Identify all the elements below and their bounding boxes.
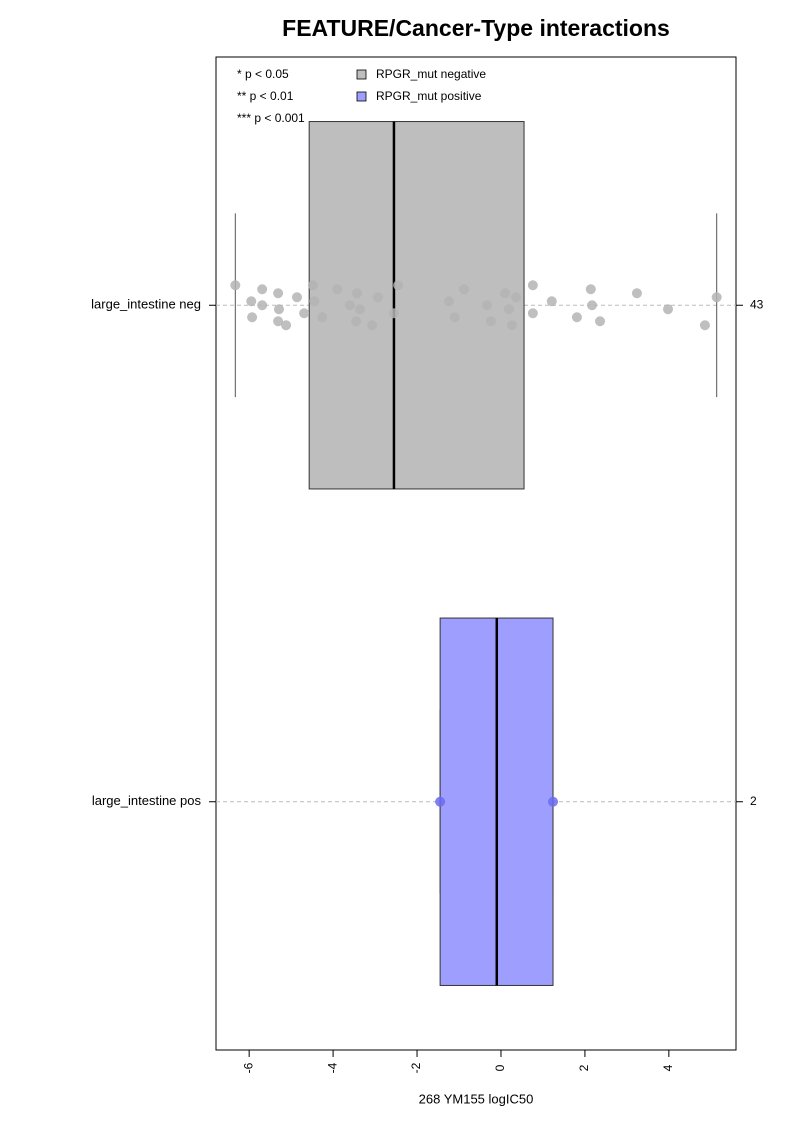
- annotation: ** p < 0.01: [237, 89, 294, 103]
- x-tick-label: 4: [661, 1064, 675, 1071]
- data-point: [257, 284, 268, 295]
- y-tick-label: large_intestine neg: [91, 297, 201, 312]
- data-point: [631, 288, 642, 299]
- data-point: [307, 280, 318, 291]
- data-point: [281, 320, 292, 331]
- count-label: 2: [750, 794, 757, 808]
- data-point: [503, 304, 514, 315]
- data-point: [344, 300, 355, 311]
- data-point: [388, 308, 399, 319]
- count-label: 43: [750, 297, 764, 311]
- data-point: [354, 304, 365, 315]
- x-tick-label: -2: [409, 1062, 423, 1073]
- x-tick-label: -6: [241, 1062, 255, 1073]
- data-point: [435, 796, 446, 807]
- data-point: [587, 300, 598, 311]
- x-tick-label: 0: [493, 1064, 507, 1071]
- data-point: [527, 280, 538, 291]
- data-point: [332, 284, 343, 295]
- x-axis-label: 268 YM155 logIC50: [419, 1091, 534, 1106]
- x-tick-label: -4: [325, 1062, 339, 1073]
- data-point: [257, 300, 268, 311]
- data-point: [273, 304, 284, 315]
- data-point: [351, 316, 362, 327]
- data-point: [273, 316, 284, 327]
- data-point: [571, 312, 582, 323]
- legend-label: RPGR_mut positive: [376, 89, 482, 103]
- x-tick-label: 2: [577, 1064, 591, 1071]
- data-point: [459, 284, 470, 295]
- data-point: [511, 292, 522, 303]
- data-point: [546, 296, 557, 307]
- data-point: [443, 296, 454, 307]
- data-point: [247, 312, 258, 323]
- legend-label: RPGR_mut negative: [376, 67, 486, 81]
- data-point: [273, 288, 284, 299]
- legend-swatch: [356, 69, 367, 80]
- y-tick-label: large_intestine pos: [92, 793, 202, 808]
- data-point: [711, 292, 722, 303]
- data-point: [482, 300, 493, 311]
- data-point: [292, 292, 303, 303]
- annotation: *** p < 0.001: [237, 111, 305, 125]
- annotation: * p < 0.05: [237, 67, 289, 81]
- legend-swatch: [356, 91, 367, 102]
- data-point: [527, 308, 538, 319]
- data-point: [317, 312, 328, 323]
- data-point: [500, 288, 511, 299]
- data-point: [585, 284, 596, 295]
- data-point: [367, 320, 378, 331]
- data-point: [393, 280, 404, 291]
- data-point: [230, 280, 241, 291]
- data-point: [548, 796, 559, 807]
- data-point: [663, 304, 674, 315]
- data-point: [246, 296, 257, 307]
- data-point: [485, 316, 496, 327]
- data-point: [595, 316, 606, 327]
- chart-title: FEATURE/Cancer-Type interactions: [282, 15, 670, 41]
- plot-frame: [215, 56, 737, 1051]
- data-point: [449, 312, 460, 323]
- data-point: [299, 308, 310, 319]
- data-point: [309, 296, 320, 307]
- data-point: [373, 292, 384, 303]
- data-point: [699, 320, 710, 331]
- data-point: [506, 320, 517, 331]
- data-point: [352, 288, 363, 299]
